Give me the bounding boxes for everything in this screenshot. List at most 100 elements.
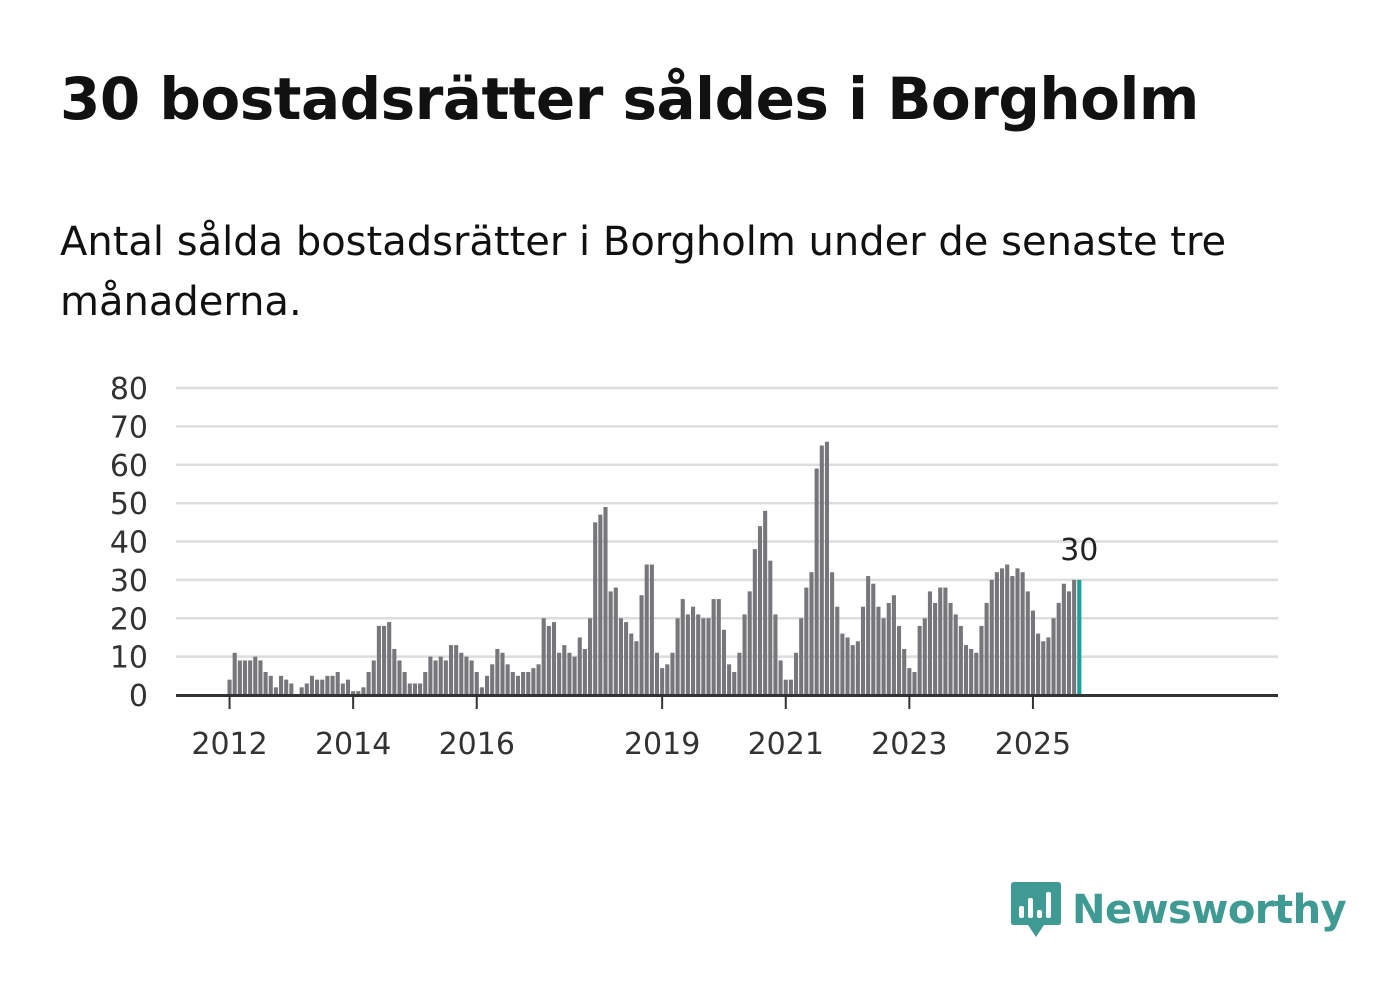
bar bbox=[299, 687, 304, 695]
bar bbox=[397, 660, 402, 695]
bar bbox=[1072, 579, 1077, 695]
bar bbox=[1041, 641, 1046, 695]
bar bbox=[242, 660, 248, 695]
bar bbox=[716, 599, 721, 695]
bar bbox=[1005, 564, 1010, 695]
bar bbox=[320, 679, 325, 695]
bar bbox=[845, 637, 850, 695]
bar bbox=[443, 660, 448, 695]
bar bbox=[819, 445, 824, 695]
bar bbox=[660, 668, 665, 695]
bar bbox=[330, 675, 335, 695]
bar bbox=[526, 671, 531, 695]
x-tick-label: 2025 bbox=[995, 727, 1071, 762]
bar bbox=[382, 625, 387, 695]
bars bbox=[227, 441, 1082, 695]
bar bbox=[732, 671, 737, 695]
x-tick-label: 2021 bbox=[748, 727, 824, 762]
bar bbox=[747, 591, 752, 695]
bar bbox=[902, 648, 907, 695]
bar bbox=[345, 679, 351, 695]
bar bbox=[248, 660, 253, 695]
bar bbox=[984, 602, 989, 695]
bar bbox=[593, 522, 598, 695]
bar bbox=[387, 622, 392, 695]
bar bbox=[335, 671, 340, 695]
bar bbox=[794, 652, 799, 695]
grid-lines bbox=[176, 386, 1278, 658]
bar bbox=[969, 648, 974, 695]
bar bbox=[994, 572, 999, 695]
bar bbox=[315, 679, 320, 695]
bar bbox=[557, 652, 562, 695]
bar bbox=[361, 687, 366, 695]
bar bbox=[654, 652, 660, 695]
bar bbox=[891, 595, 896, 695]
bar bbox=[572, 656, 577, 695]
bar bbox=[1061, 583, 1066, 695]
bar bbox=[562, 645, 567, 695]
bar bbox=[469, 660, 474, 695]
bar bbox=[922, 618, 927, 695]
bar bbox=[289, 683, 294, 695]
bar bbox=[567, 652, 572, 695]
bar bbox=[835, 606, 840, 695]
bar bbox=[258, 660, 263, 695]
bar bbox=[304, 683, 309, 695]
bar bbox=[448, 645, 454, 695]
bar bbox=[644, 564, 649, 695]
bar bbox=[541, 618, 546, 695]
bar bbox=[963, 645, 969, 695]
bar bbox=[1046, 637, 1051, 695]
y-tick-label: 80 bbox=[110, 372, 148, 407]
bar bbox=[273, 687, 278, 695]
bar bbox=[979, 625, 984, 695]
bar bbox=[227, 679, 232, 695]
bar bbox=[1030, 610, 1035, 695]
x-tick-label: 2019 bbox=[624, 727, 700, 762]
bar bbox=[1025, 591, 1030, 695]
bar bbox=[958, 625, 963, 695]
bar bbox=[423, 671, 428, 695]
annotations: 30 bbox=[1060, 533, 1098, 568]
bar bbox=[237, 660, 242, 695]
bar bbox=[809, 572, 814, 695]
bar bbox=[407, 683, 412, 695]
y-tick-label: 20 bbox=[110, 602, 148, 637]
bar bbox=[371, 660, 376, 695]
bar bbox=[933, 602, 938, 695]
last-value-label: 30 bbox=[1060, 533, 1098, 568]
bar bbox=[412, 683, 417, 695]
bar bbox=[721, 629, 726, 695]
bar bbox=[459, 652, 464, 695]
bar bbox=[752, 549, 757, 695]
bar bbox=[402, 671, 407, 695]
bar bbox=[376, 625, 381, 695]
newsworthy-logo-icon bbox=[1011, 882, 1061, 937]
bar bbox=[927, 591, 932, 695]
bar bbox=[860, 606, 866, 695]
x-tick-label: 2014 bbox=[315, 727, 391, 762]
bar bbox=[778, 660, 783, 695]
newsworthy-logo: Newsworthy bbox=[1010, 880, 1347, 940]
bar bbox=[582, 648, 587, 695]
bar bbox=[701, 618, 706, 695]
bar bbox=[485, 675, 490, 695]
bar bbox=[727, 664, 732, 695]
bar bbox=[1020, 572, 1025, 695]
bar bbox=[824, 441, 829, 695]
bar bbox=[510, 671, 515, 695]
bar bbox=[309, 675, 314, 695]
bar bbox=[850, 645, 855, 695]
bar bbox=[1051, 618, 1056, 695]
bar bbox=[665, 664, 670, 695]
chart-title: 30 bostadsrätter såldes i Borgholm bbox=[60, 65, 1199, 133]
bar bbox=[474, 671, 479, 695]
y-tick-label: 50 bbox=[110, 487, 148, 522]
bar bbox=[649, 564, 654, 695]
bar bbox=[1036, 633, 1041, 695]
bar bbox=[788, 679, 793, 695]
bar bbox=[351, 691, 356, 695]
bar bbox=[1066, 591, 1072, 695]
